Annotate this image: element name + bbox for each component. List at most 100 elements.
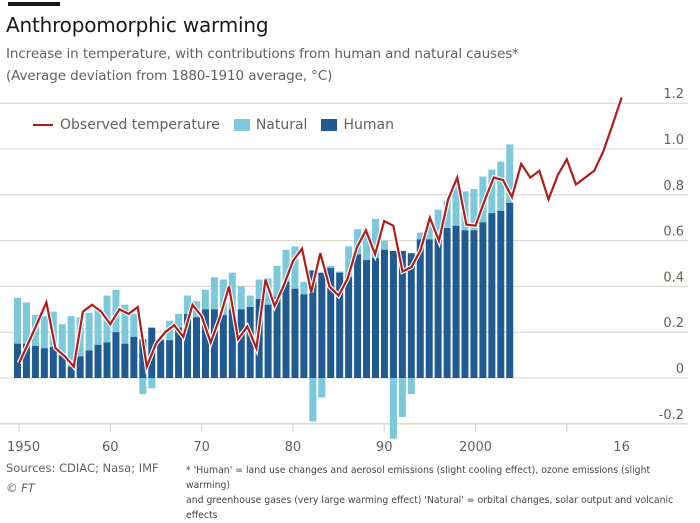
bar-natural (398, 378, 406, 417)
brand-accent-bar (8, 2, 60, 6)
bar-natural (363, 231, 371, 261)
bar-human (130, 336, 138, 378)
observed-temperature-line (18, 97, 623, 371)
bar-natural (488, 169, 496, 214)
y-tick-label: 0.6 (663, 225, 684, 240)
bar-natural (58, 324, 66, 356)
bar-human (506, 202, 514, 378)
bar-natural (407, 378, 415, 395)
x-tick-label: 2000 (459, 440, 492, 455)
bar-natural (327, 265, 335, 269)
bar-human (497, 210, 505, 378)
bar-natural (175, 313, 183, 328)
bar-natural (434, 209, 442, 239)
bar-natural (22, 302, 30, 344)
legend: Observed temperature Natural Human (33, 117, 408, 133)
legend-label-human: Human (343, 117, 394, 133)
bar-natural (94, 309, 102, 345)
bar-human (246, 307, 254, 378)
bar-human (201, 309, 209, 378)
bar-natural (121, 304, 129, 344)
bar-human (166, 340, 174, 378)
bar-human (94, 344, 102, 378)
bar-human (31, 345, 39, 378)
bar-human (40, 348, 48, 378)
bar-human (363, 260, 371, 378)
bar-human (228, 309, 236, 378)
bar-human (112, 332, 120, 378)
x-tick-label: 1950 (7, 440, 40, 455)
y-tick-label: 0.2 (663, 316, 684, 331)
bar-natural (380, 240, 388, 250)
bar-natural (452, 181, 460, 226)
bar-human (22, 343, 30, 378)
bar-natural (184, 295, 192, 314)
bar-human (49, 347, 57, 378)
copyright-note: © FT (6, 481, 35, 495)
bar-human (85, 350, 93, 378)
bar-natural (237, 286, 245, 310)
bar-human (398, 250, 406, 378)
bar-human (76, 356, 84, 378)
x-tick-label: 90 (376, 440, 393, 455)
bar-human (193, 317, 200, 378)
bar-human (300, 294, 308, 378)
bar-human (67, 366, 75, 378)
x-tick-label: 60 (102, 440, 119, 455)
bar-human (380, 249, 388, 378)
bar-natural (345, 246, 353, 278)
bar-natural (273, 265, 281, 297)
bar-natural (139, 378, 147, 395)
bar-natural (497, 161, 505, 211)
bar-human (389, 250, 397, 378)
bar-human (210, 309, 218, 378)
bar-human (121, 343, 129, 378)
bar-natural (372, 218, 379, 258)
x-tick-label: 16 (613, 440, 630, 455)
bar-natural (210, 277, 218, 310)
bar-natural (219, 279, 227, 316)
bar-human (291, 288, 299, 378)
legend-label-natural: Natural (255, 117, 308, 133)
bar-human (479, 222, 487, 378)
bar-natural (228, 272, 236, 310)
bar-natural (416, 232, 424, 240)
bar-human (318, 272, 326, 378)
gridlines (0, 102, 688, 425)
bar-natural (148, 378, 156, 389)
bar-human (237, 309, 245, 378)
bar-natural (282, 249, 290, 282)
y-tick-label: 1.0 (663, 133, 684, 148)
bar-human (103, 342, 111, 378)
bar-human (452, 225, 460, 378)
bar-human (58, 355, 66, 378)
observed-line-layer (16, 96, 624, 376)
footnote-line-2: and greenhouse gases (very large warming… (186, 495, 674, 521)
bar-natural (506, 144, 514, 203)
legend-line-swatch (33, 124, 53, 126)
bar-natural (201, 289, 209, 310)
bar-human (443, 228, 451, 378)
legend-item-human: Human (321, 117, 394, 133)
bar-human (309, 270, 317, 378)
x-tick-label: 70 (193, 440, 210, 455)
chart-area: 1.2 1.0 0.8 0.6 0.4 0.2 0 -0.2 1950 60 70 80 90 2000… (0, 87, 688, 455)
y-tick-label: 0 (676, 362, 684, 377)
bar-human (184, 313, 192, 378)
legend-item-observed: Observed temperature (33, 117, 220, 133)
y-tick-label: 1.2 (663, 87, 684, 102)
bar-human (372, 257, 379, 378)
bar-natural (14, 297, 21, 344)
bar-natural (40, 316, 48, 349)
bar-human (175, 327, 183, 378)
bar-natural (246, 295, 254, 308)
sources-note: Sources: CDIAC; Nasa; IMF (6, 461, 159, 475)
bar-natural (255, 279, 263, 299)
y-axis-labels: 1.2 1.0 0.8 0.6 0.4 0.2 0 -0.2 (659, 87, 684, 423)
bar-human (14, 343, 21, 378)
bar-human (461, 230, 469, 378)
bar-natural (336, 271, 344, 273)
bar-human (488, 213, 496, 378)
bar-human (425, 239, 433, 378)
x-axis: 1950 60 70 80 90 2000 16 (7, 423, 630, 455)
